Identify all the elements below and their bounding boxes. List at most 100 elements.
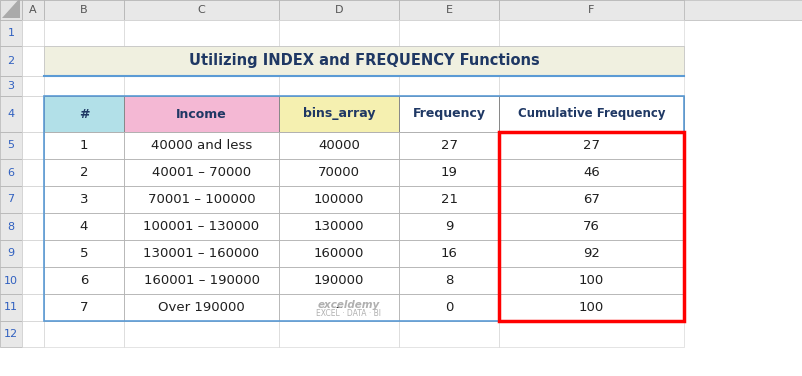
Text: 5: 5 <box>7 141 14 150</box>
Bar <box>399 96 499 132</box>
Bar <box>279 186 399 213</box>
Text: 2: 2 <box>79 166 88 179</box>
Bar <box>44 159 124 186</box>
Bar <box>279 20 399 46</box>
Bar <box>279 321 399 347</box>
Bar <box>0 0 802 20</box>
Bar <box>44 132 124 159</box>
Bar <box>0 240 22 267</box>
Bar <box>124 321 279 347</box>
Bar <box>0 20 22 46</box>
Text: 160001 – 190000: 160001 – 190000 <box>144 274 260 287</box>
Bar <box>499 132 684 159</box>
Bar <box>279 267 399 294</box>
Text: E: E <box>445 5 452 15</box>
Bar <box>124 213 279 240</box>
Bar <box>124 76 279 96</box>
Text: 27: 27 <box>583 139 600 152</box>
Bar <box>22 240 44 267</box>
Bar <box>44 96 124 132</box>
Bar <box>124 0 279 20</box>
Bar <box>124 132 279 159</box>
Text: 67: 67 <box>583 193 600 206</box>
Text: Income: Income <box>176 108 227 120</box>
Text: 11: 11 <box>4 303 18 312</box>
Bar <box>499 267 684 294</box>
Bar <box>279 267 399 294</box>
Text: 160000: 160000 <box>314 247 364 260</box>
Bar <box>499 240 684 267</box>
Text: 0: 0 <box>445 301 453 314</box>
Bar <box>279 0 399 20</box>
Bar <box>399 96 499 132</box>
Bar <box>279 132 399 159</box>
Bar <box>124 96 279 132</box>
Bar <box>399 321 499 347</box>
Bar <box>0 76 22 96</box>
Bar <box>399 267 499 294</box>
Bar <box>124 20 279 46</box>
Bar <box>0 294 22 321</box>
Text: 27: 27 <box>440 139 457 152</box>
Bar <box>22 76 44 96</box>
Bar <box>499 186 684 213</box>
Text: 130001 – 160000: 130001 – 160000 <box>144 247 260 260</box>
Text: 100: 100 <box>579 274 604 287</box>
Bar <box>44 186 124 213</box>
Polygon shape <box>2 0 20 18</box>
Bar <box>44 132 124 159</box>
Bar <box>399 132 499 159</box>
Bar <box>499 267 684 294</box>
Bar <box>44 96 124 132</box>
Bar <box>499 294 684 321</box>
Bar <box>499 213 684 240</box>
Text: 3: 3 <box>7 81 14 91</box>
Text: 92: 92 <box>583 247 600 260</box>
Bar <box>0 159 22 186</box>
Bar <box>44 96 684 321</box>
Bar <box>22 20 44 46</box>
Text: 46: 46 <box>583 166 600 179</box>
Bar <box>499 132 684 321</box>
Text: 8: 8 <box>7 221 14 232</box>
Bar <box>124 213 279 240</box>
Text: 12: 12 <box>4 329 18 339</box>
Bar <box>399 267 499 294</box>
Bar <box>124 267 279 294</box>
Text: 100: 100 <box>579 301 604 314</box>
Bar <box>399 76 499 96</box>
Text: 1: 1 <box>79 139 88 152</box>
Text: 8: 8 <box>445 274 453 287</box>
Bar <box>399 186 499 213</box>
Bar <box>499 240 684 267</box>
Bar <box>499 46 684 76</box>
Text: F: F <box>589 5 595 15</box>
Bar <box>399 159 499 186</box>
Bar <box>499 159 684 186</box>
Text: exceldemy: exceldemy <box>318 300 380 310</box>
Text: D: D <box>334 5 343 15</box>
Text: bins_array: bins_array <box>302 108 375 120</box>
Bar <box>279 294 399 321</box>
Bar <box>279 46 399 76</box>
Text: Frequency: Frequency <box>412 108 485 120</box>
Text: #: # <box>79 108 89 120</box>
Bar <box>0 321 22 347</box>
Bar <box>399 20 499 46</box>
Bar <box>44 159 124 186</box>
Bar <box>44 0 124 20</box>
Text: 40000: 40000 <box>318 139 360 152</box>
Bar <box>279 213 399 240</box>
Text: 7: 7 <box>79 301 88 314</box>
Bar <box>0 213 22 240</box>
Bar <box>124 294 279 321</box>
Bar <box>499 186 684 213</box>
Bar <box>0 46 22 76</box>
Bar <box>399 213 499 240</box>
Bar <box>124 46 279 76</box>
Bar <box>44 186 124 213</box>
Text: 76: 76 <box>583 220 600 233</box>
Text: 130000: 130000 <box>314 220 364 233</box>
Text: 6: 6 <box>80 274 88 287</box>
Text: 19: 19 <box>440 166 457 179</box>
